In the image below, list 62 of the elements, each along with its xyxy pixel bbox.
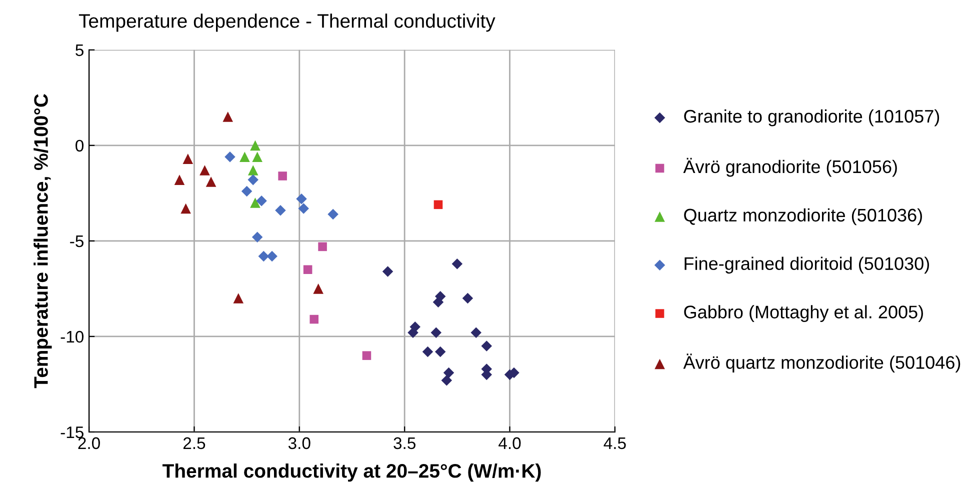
point: [200, 165, 210, 176]
point: [252, 232, 263, 243]
point: [252, 152, 262, 162]
x-tick-label: 4.5: [604, 437, 626, 450]
point: [434, 200, 443, 210]
x-axis-title: Thermal conductivity at 20–25°C (W/m·K): [162, 464, 541, 482]
point: [233, 293, 244, 304]
point: [222, 112, 234, 122]
point: [180, 203, 191, 214]
x-tick-label: 2.0: [78, 437, 100, 450]
x-tick-label: 4.0: [498, 437, 521, 450]
point: [441, 375, 452, 386]
legend-label: Gabbro (Mottaghy et al. 2005): [684, 305, 923, 322]
point: [275, 205, 286, 216]
point: [256, 195, 267, 206]
point: [278, 172, 287, 180]
y-tick-label: -5: [70, 236, 84, 248]
y-tick-label: -10: [60, 330, 84, 343]
chart-title: Temperature dependence - Thermal conductivity: [78, 14, 496, 32]
point: [258, 250, 270, 262]
point: [422, 346, 434, 358]
legend-label: Fine-grained dioritoid (501030): [684, 256, 930, 274]
point: [362, 351, 372, 360]
y-tick-label: 5: [76, 44, 84, 56]
point: [432, 296, 444, 308]
point: [206, 176, 216, 187]
point: [434, 346, 446, 358]
point: [250, 198, 260, 208]
point: [248, 165, 258, 176]
point: [462, 292, 474, 304]
point: [296, 194, 307, 204]
point: [443, 367, 454, 378]
point: [481, 340, 492, 352]
x-tick-label: 2.5: [183, 437, 206, 450]
point: [470, 327, 482, 338]
legend-label: Granite to granodiorite (101057): [684, 109, 940, 126]
point: [241, 186, 252, 197]
x-tick-label: 3.0: [288, 437, 310, 450]
y-axis-title: Temperature influence, %/100°C: [34, 94, 52, 388]
point: [382, 266, 394, 277]
point: [248, 174, 258, 186]
point: [452, 258, 463, 270]
point: [328, 208, 338, 220]
legend-label: Ävrö granodiorite (501056): [683, 158, 897, 177]
point: [174, 174, 185, 185]
point: [224, 152, 236, 162]
point: [266, 250, 278, 262]
legend-label: Quartz monzodiorite (501036): [684, 208, 922, 226]
point: [298, 203, 309, 214]
point: [313, 284, 324, 294]
y-tick-label: -15: [60, 426, 84, 438]
point: [303, 265, 312, 274]
point: [318, 242, 327, 252]
point: [250, 140, 260, 151]
x-tick-label: 3.5: [394, 437, 416, 450]
point: [310, 314, 319, 324]
point: [240, 152, 250, 162]
y-tick-label: 0: [76, 140, 84, 152]
legend-label: Ävrö quartz monzodiorite (501046): [683, 354, 960, 372]
point: [182, 154, 194, 164]
point: [430, 327, 442, 338]
point: [408, 327, 418, 338]
